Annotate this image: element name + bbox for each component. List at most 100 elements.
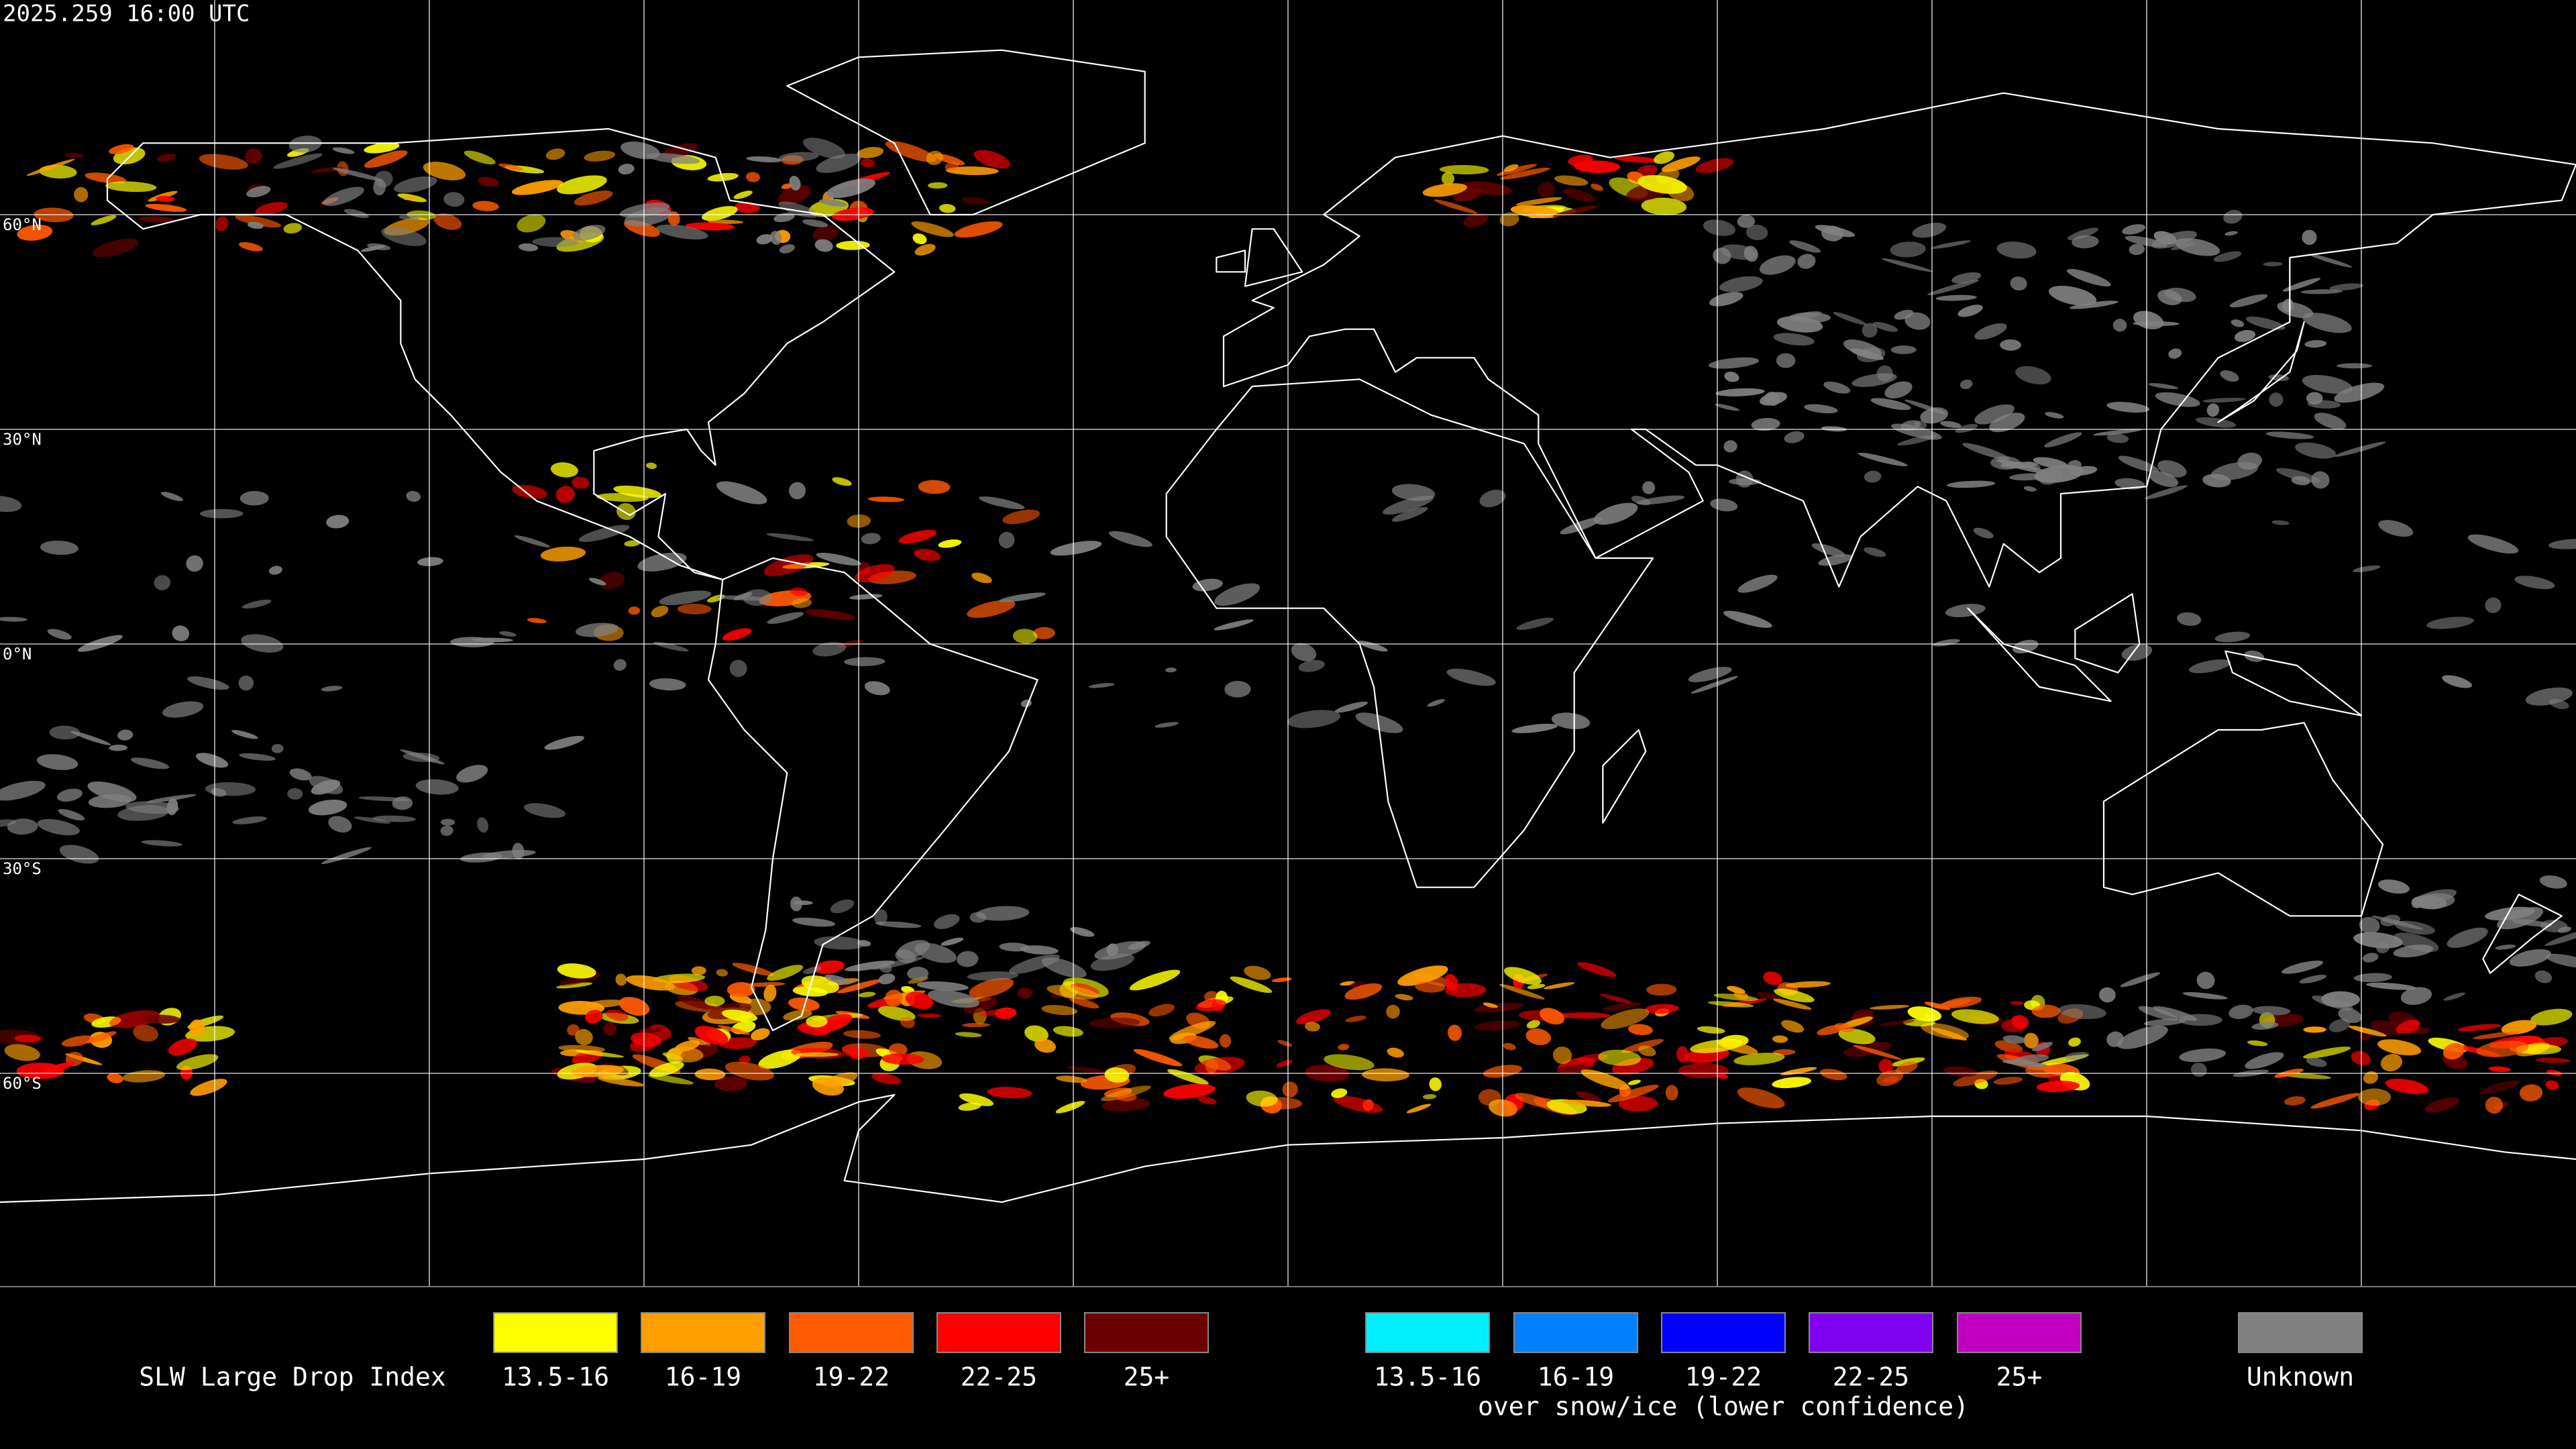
cloud [518,243,539,252]
cloud [795,1052,839,1057]
cloud [2306,1057,2327,1067]
cloud [381,227,427,246]
cloud [1511,723,1558,733]
cloud [42,1062,75,1073]
cloud [1406,1104,1432,1114]
cloud [629,1038,656,1053]
cloud [597,1077,645,1087]
cloud [619,203,670,218]
cloud [1165,667,1177,673]
cloud [187,676,229,690]
cloud [1109,531,1152,547]
cloud [2303,1026,2326,1033]
cloud [2352,565,2381,573]
cloud [2229,1004,2253,1020]
cloud [957,951,979,967]
cloud [567,1024,580,1036]
cloud [790,587,808,596]
cloud [814,1014,853,1033]
cloud [2546,1069,2563,1076]
cloud [1055,1101,1085,1114]
cloud [836,240,870,250]
cloud [1496,164,1538,176]
cloud [746,156,783,162]
cloud [287,788,303,800]
cloud [875,921,922,928]
cloud [779,244,795,254]
cloud [2312,995,2354,1010]
cloud [1951,1009,1999,1024]
cloud [1069,926,1095,937]
cloud [793,900,813,906]
cloud [2300,289,2343,294]
cloud [1880,1020,1915,1026]
cloud [199,508,244,519]
cloud [1358,641,1388,652]
legend-swatch [1957,1312,2082,1353]
cloud [603,1022,616,1036]
cloud [1580,1069,1629,1090]
cloud [1386,1004,1400,1019]
cloud [959,1093,994,1106]
cloud [1444,973,1458,991]
cloud [578,525,630,542]
cloud [417,557,443,567]
cloud [1957,305,1983,317]
cloud [91,215,117,225]
cloud [0,819,17,827]
cloud [1163,1083,1216,1099]
cloud [326,515,350,529]
cloud [914,943,957,963]
cloud [2393,945,2434,958]
cloud [855,564,895,582]
cloud [656,224,708,240]
cloud [1012,629,1038,644]
cloud [2155,392,2200,407]
timestamp: 2025.259 16:00 UTC [3,1,250,28]
cloud [802,219,828,227]
cloud [2182,991,2228,1000]
cloud [1559,1012,1611,1019]
cloud [1434,199,1478,214]
cloud [2377,1039,2422,1056]
cloud [271,744,284,753]
cloud [860,158,875,168]
cloud [2145,485,2188,500]
cloud [172,625,190,641]
cloud [1962,443,2010,460]
cloud [64,152,84,158]
cloud [789,176,801,191]
coastline [1603,594,2561,973]
cloud [2072,235,2099,249]
cloud [2385,1078,2429,1094]
cloud [0,780,46,801]
cloud [1344,983,1383,1000]
cloud [1338,1044,1350,1051]
cloud [2106,1031,2124,1047]
cloud [2536,1057,2571,1063]
cloud [955,1032,982,1038]
cloud [783,1010,812,1021]
cloud [729,659,747,678]
cloud [477,817,488,833]
cloud [1811,543,1845,557]
cloud [527,618,547,624]
cloud [308,799,347,816]
cloud [2378,520,2414,537]
cloud [819,199,847,207]
cloud [861,533,881,545]
cloud [1577,962,1617,977]
cloud [758,1049,802,1069]
cloud [1804,404,1838,414]
cloud [40,540,78,555]
cloud [4,1044,40,1061]
cloud [2068,1037,2081,1047]
cloud [2012,639,2039,654]
cloud [1943,1066,1978,1077]
cloud [2380,1054,2402,1072]
cloud [1618,1095,1658,1112]
cloud [1483,1002,1498,1008]
cloud [2178,1014,2222,1026]
cloud [1194,1057,1245,1075]
cloud [36,754,78,770]
